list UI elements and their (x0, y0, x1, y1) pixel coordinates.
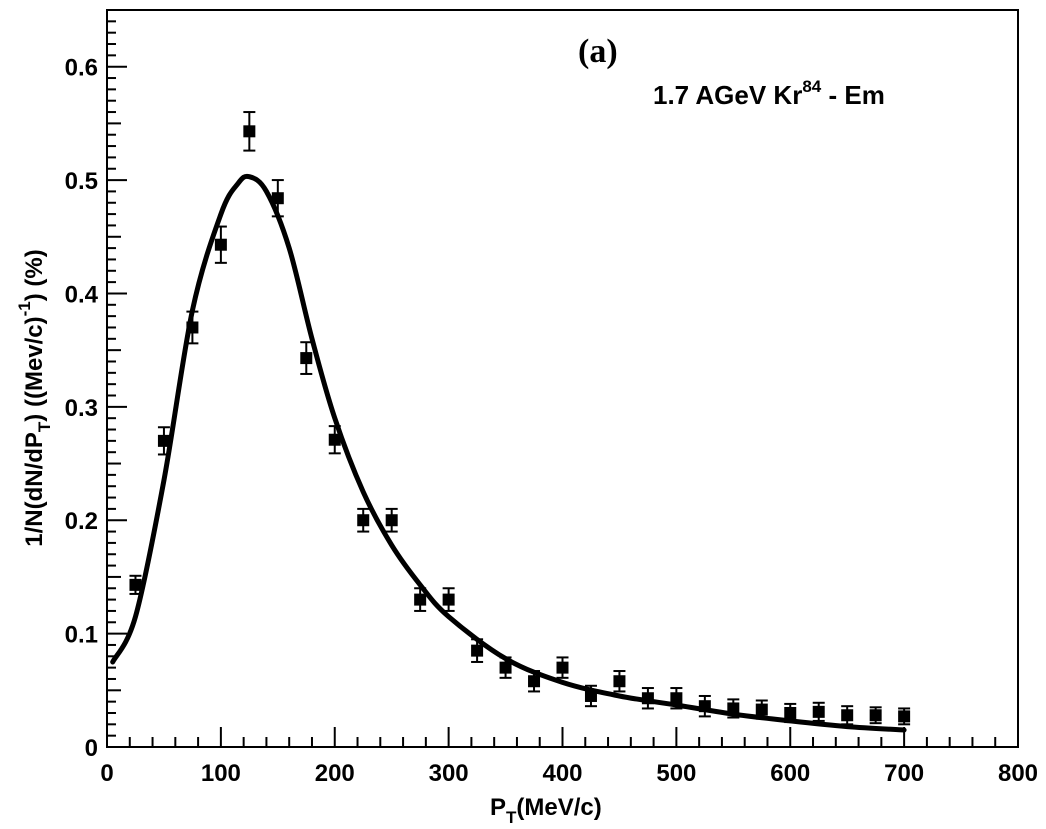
point-marker (129, 578, 142, 591)
data-point (414, 587, 427, 612)
point-marker (385, 514, 398, 527)
data-point (157, 426, 170, 456)
plot-frame (106, 9, 1019, 748)
point-marker (528, 675, 541, 688)
x-title-main: P (490, 794, 506, 821)
data-point (784, 702, 797, 724)
point-marker (755, 703, 768, 716)
point-marker (556, 661, 569, 674)
data-point (698, 694, 711, 718)
x-title-rest: (MeV/c) (516, 794, 601, 821)
x-tick-label: 200 (315, 760, 355, 787)
x-axis-tick-labels: 0 100 200 300 400 500 600 700 800 (100, 760, 1038, 787)
data-point (898, 707, 911, 726)
point-marker (357, 514, 370, 527)
point-marker (898, 710, 911, 723)
point-marker (157, 434, 170, 447)
point-marker (414, 593, 427, 606)
data-point (812, 701, 825, 722)
annotation: 1.7 AGeV Kr84 - Em (653, 77, 885, 110)
y-tick-label: 0.3 (65, 395, 98, 422)
y-tick-label: 0.5 (65, 168, 98, 195)
x-tick-label: 300 (429, 760, 469, 787)
data-points (129, 111, 911, 726)
point-marker (841, 709, 854, 722)
x-title-subscript: T (506, 808, 517, 827)
point-marker (698, 700, 711, 713)
y-title-part2: ) ((Mev/c) (21, 316, 48, 421)
y-tick-label: 0.6 (65, 55, 98, 82)
x-axis-ticks (106, 727, 1019, 747)
data-point (727, 698, 740, 719)
point-marker (300, 352, 313, 365)
fit-curve (110, 173, 907, 733)
data-point (499, 656, 512, 679)
y-tick-label: 0 (85, 735, 98, 762)
annotation-suffix: - Em (821, 80, 885, 110)
x-tick-label: 100 (201, 760, 241, 787)
point-marker (812, 705, 825, 718)
data-point (641, 687, 654, 710)
x-tick-label: 0 (100, 760, 113, 787)
y-axis-tick-labels: 0 0.1 0.2 0.3 0.4 0.5 0.6 (65, 55, 99, 762)
y-title-part3: ) (%) (21, 249, 48, 301)
y-tick-label: 0.2 (65, 508, 98, 535)
x-tick-label: 700 (884, 760, 924, 787)
y-tick-label: 0.4 (65, 281, 99, 308)
point-marker (613, 675, 626, 688)
x-tick-label: 600 (770, 760, 810, 787)
data-point (271, 179, 284, 218)
x-tick-label: 400 (542, 760, 582, 787)
point-marker (727, 702, 740, 715)
x-axis-title: PT(MeV/c) (490, 794, 602, 827)
annotation-superscript: 84 (802, 77, 821, 96)
data-point (613, 670, 626, 693)
data-point (243, 111, 256, 152)
x-tick-label: 800 (998, 760, 1038, 787)
y-title-part1: 1/N(dN/dP (21, 432, 48, 547)
data-point (214, 225, 227, 264)
point-marker (784, 706, 797, 719)
point-marker (442, 593, 455, 606)
point-marker (499, 661, 512, 674)
point-marker (869, 709, 882, 722)
data-point (841, 705, 854, 726)
y-axis-ticks (107, 9, 127, 748)
y-tick-label: 0.1 (65, 622, 98, 649)
point-marker (271, 192, 284, 205)
point-marker (670, 692, 683, 705)
data-point (471, 638, 484, 663)
data-point (186, 310, 199, 345)
y-axis-title: 1/N(dN/dPT) ((Mev/c)-1) (%) (15, 249, 54, 547)
data-point (129, 574, 142, 595)
point-marker (243, 125, 256, 138)
annotation-main: 1.7 AGeV Kr (653, 80, 802, 110)
point-marker (584, 689, 597, 702)
point-marker (186, 321, 199, 334)
data-point (670, 687, 683, 710)
y-title-superscript: -1 (15, 301, 34, 316)
data-point (869, 706, 882, 725)
data-point (385, 507, 398, 533)
data-point (528, 670, 541, 693)
data-point (442, 587, 455, 612)
point-marker (471, 644, 484, 657)
data-point (357, 507, 370, 533)
point-marker (328, 433, 341, 446)
data-point (584, 684, 597, 708)
y-title-subscript: T (35, 421, 54, 432)
data-point (556, 656, 569, 679)
point-marker (214, 238, 227, 251)
data-point (328, 425, 341, 455)
panel-label: (a) (578, 33, 618, 70)
x-tick-label: 500 (656, 760, 696, 787)
data-point (755, 699, 768, 720)
data-point (300, 341, 313, 375)
point-marker (641, 692, 654, 705)
